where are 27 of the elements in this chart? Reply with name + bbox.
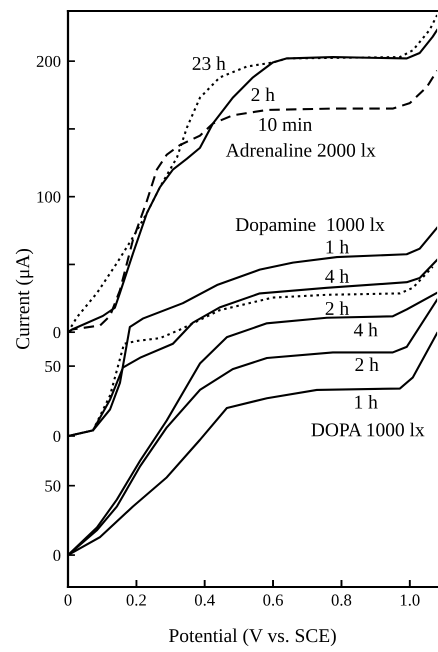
annotation: Dopamine 1000 lx	[236, 217, 385, 236]
series-label: 4 h	[325, 269, 349, 283]
x-tick-label: 0.8	[332, 594, 352, 606]
y-tick-label: 0	[53, 430, 60, 442]
series-label: 23 h	[192, 56, 226, 70]
x-tick-label: 1.0	[400, 594, 420, 606]
y-tick-label: 50	[45, 480, 60, 492]
y-tick-label: 50	[45, 360, 60, 372]
x-tick-label: 0	[64, 594, 72, 606]
annotation: DOPA 1000 lx	[311, 422, 424, 436]
annotation: Adrenaline 2000 lx	[226, 143, 376, 157]
series-label: 1 h	[355, 394, 378, 408]
y-tick-label: 200	[36, 56, 60, 68]
y-tick-label: 0	[53, 326, 60, 338]
series-label: 10 min	[259, 118, 312, 132]
y-tick-label: 0	[53, 550, 60, 562]
series-label: 2 h	[252, 88, 275, 102]
series-label: 2 h	[326, 301, 349, 315]
x-tick-label: 0.4	[194, 594, 215, 606]
series-label: 2 h	[355, 358, 379, 371]
y-tick-label: 100	[38, 191, 60, 203]
y-axis-title: Current (μA)	[16, 249, 34, 350]
series-label: 1 h	[326, 240, 349, 254]
x-tick-label: 0.6	[263, 594, 283, 606]
series-label: 4 h	[354, 322, 378, 336]
x-tick-label: 0.2	[126, 594, 146, 606]
x-axis-title: Potential (V vs. SCE)	[169, 628, 336, 646]
